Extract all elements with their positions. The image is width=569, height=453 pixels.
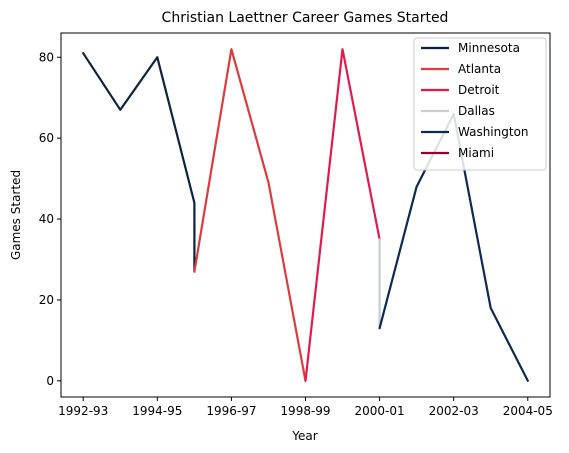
legend-label-minnesota: Minnesota bbox=[458, 41, 520, 55]
x-tick-label: 1998-99 bbox=[280, 404, 330, 418]
x-tick-label: 1994-95 bbox=[132, 404, 182, 418]
y-axis: 0 20 40 60 80 bbox=[39, 50, 61, 388]
legend-label-detroit: Detroit bbox=[458, 83, 500, 97]
legend-label-washington: Washington bbox=[458, 125, 529, 139]
y-axis-label: Games Started bbox=[9, 170, 23, 260]
legend-label-dallas: Dallas bbox=[458, 104, 495, 118]
y-tick-label: 20 bbox=[39, 293, 54, 307]
y-tick-label: 80 bbox=[39, 50, 54, 64]
series-line-atlanta bbox=[193, 48, 307, 382]
series-line-detroit bbox=[304, 48, 381, 382]
legend-box bbox=[413, 37, 547, 171]
x-axis: 1992-93 1994-95 1996-97 1998-99 2000-01 2002-… bbox=[58, 397, 553, 418]
chart-title: Christian Laettner Career Games Started bbox=[162, 10, 449, 26]
legend: Minnesota Atlanta Detroit Dallas Washington M… bbox=[413, 37, 547, 171]
x-tick-label: 2004-05 bbox=[503, 404, 553, 418]
x-axis-label: Year bbox=[291, 429, 317, 443]
x-tick-label: 2002-03 bbox=[429, 404, 479, 418]
y-tick-label: 40 bbox=[39, 212, 54, 226]
x-tick-label: 1996-97 bbox=[206, 404, 256, 418]
series-line-minnesota bbox=[82, 52, 196, 273]
y-tick-label: 0 bbox=[46, 374, 54, 388]
legend-label-atlanta: Atlanta bbox=[458, 62, 501, 76]
y-tick-label: 60 bbox=[39, 131, 54, 145]
x-tick-label: 2000-01 bbox=[355, 404, 405, 418]
legend-label-miami: Miami bbox=[458, 146, 494, 160]
x-tick-label: 1992-93 bbox=[58, 404, 108, 418]
